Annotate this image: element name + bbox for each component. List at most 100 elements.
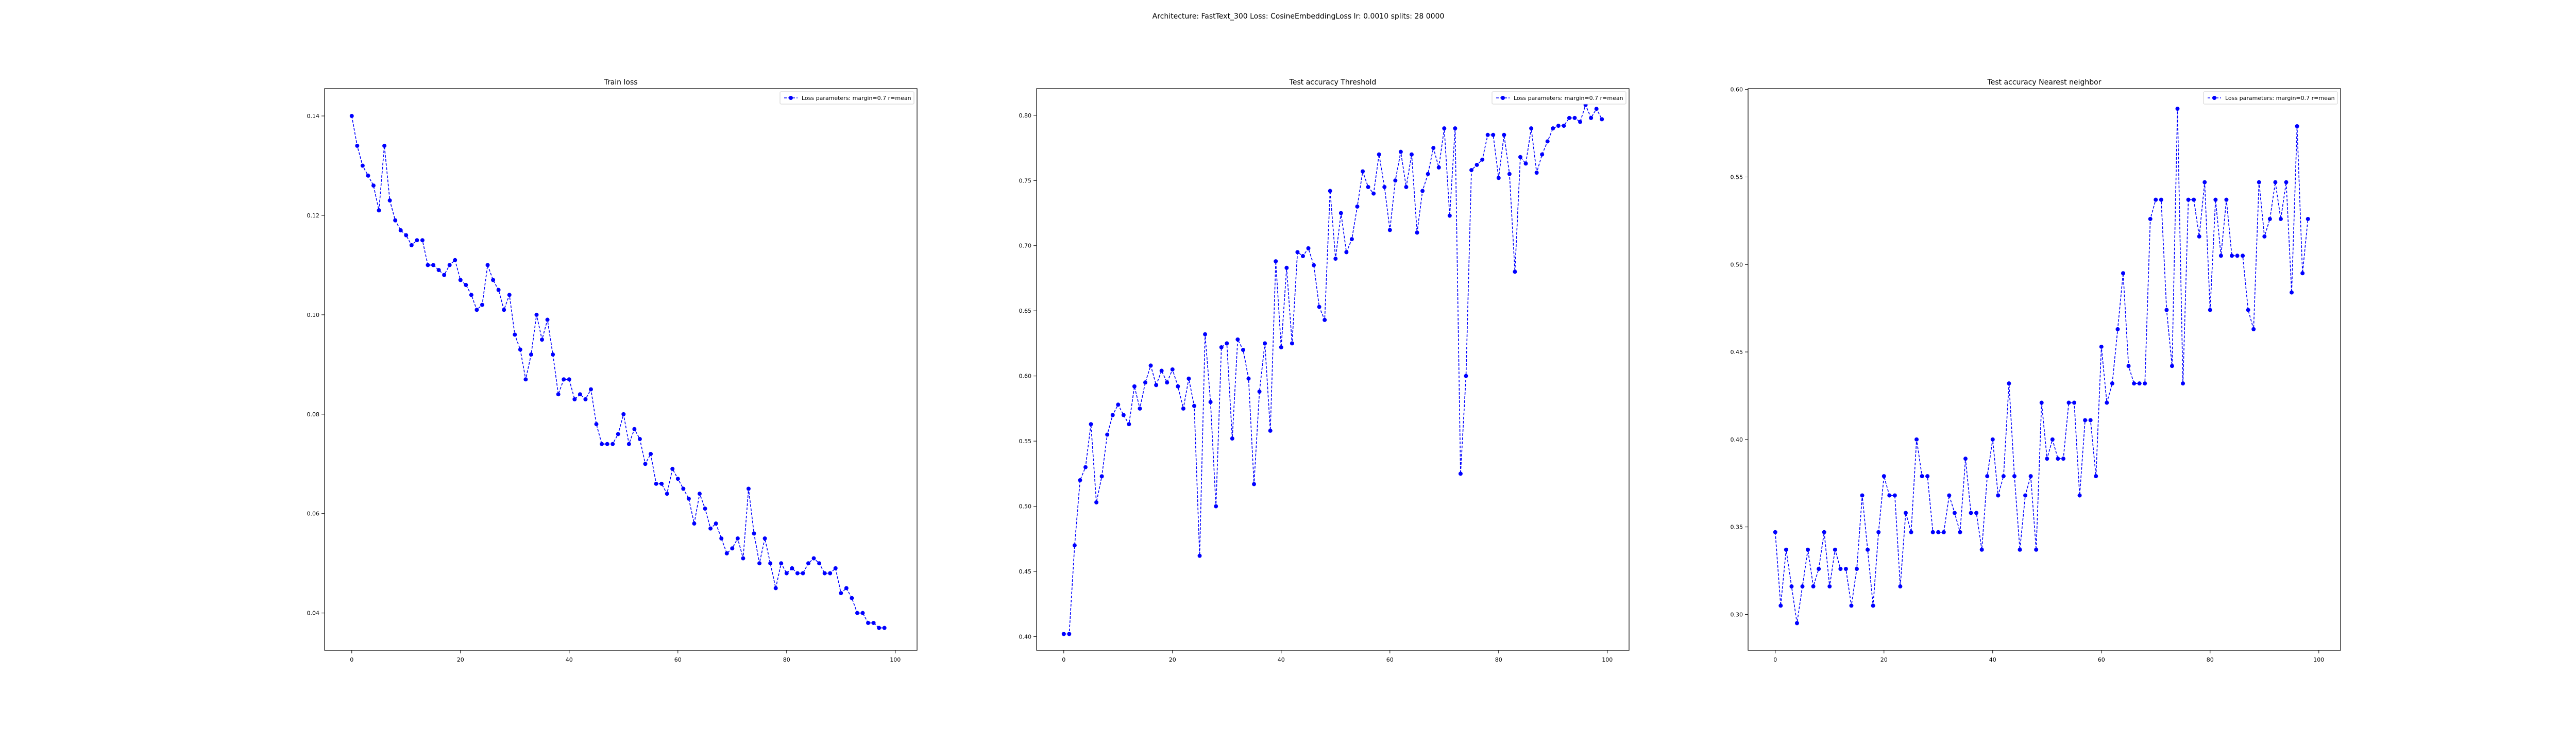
data-point: [513, 332, 517, 337]
data-point: [1936, 530, 1941, 534]
data-point: [1099, 474, 1104, 479]
plot-frame: [1748, 88, 2341, 651]
data-point: [1925, 474, 1930, 479]
data-point: [2088, 418, 2093, 423]
data-point: [1252, 482, 1257, 486]
data-point: [1898, 584, 1903, 589]
data-point: [2105, 400, 2109, 405]
data-point: [2284, 180, 2289, 184]
data-point: [1838, 567, 1843, 571]
data-point: [1197, 553, 1202, 558]
x-tick-label: 100: [890, 656, 901, 663]
data-point: [1154, 383, 1159, 387]
data-point: [1485, 132, 1490, 137]
data-point: [2235, 254, 2240, 258]
data-point: [1594, 107, 1599, 111]
data-point: [1143, 380, 1148, 385]
data-point: [762, 536, 767, 541]
data-point: [1409, 152, 1414, 157]
data-point: [409, 243, 414, 247]
data-point: [426, 263, 430, 267]
data-point: [2295, 124, 2299, 129]
data-point: [523, 377, 528, 382]
data-point: [1148, 363, 1153, 368]
data-point: [1458, 471, 1463, 476]
data-point: [1083, 465, 1088, 469]
data-point: [1420, 189, 1425, 193]
data-point: [1241, 348, 1245, 352]
data-point: [1105, 432, 1110, 437]
data-point: [1952, 511, 1957, 515]
data-point: [1442, 126, 1447, 131]
data-point: [2154, 197, 2158, 202]
y-tick-label: 0.55: [1019, 438, 1032, 445]
data-point: [1377, 152, 1381, 157]
data-point: [1794, 621, 1799, 626]
data-point: [1534, 171, 1539, 175]
data-point: [1333, 257, 1338, 261]
data-point: [2143, 381, 2147, 386]
data-point: [2208, 308, 2212, 312]
data-point: [2099, 344, 2104, 349]
data-point: [686, 496, 691, 501]
data-point: [556, 392, 561, 397]
series-line: [351, 115, 885, 629]
data-point: [1165, 380, 1170, 385]
data-point: [2278, 216, 2283, 221]
data-point: [2110, 381, 2114, 386]
data-point: [839, 591, 843, 596]
y-tick-label: 0.60: [1731, 87, 1743, 93]
data-point: [752, 531, 756, 536]
x-tick-label: 20: [1169, 656, 1176, 663]
data-point: [877, 626, 882, 630]
data-point: [784, 571, 789, 576]
data-point: [611, 442, 615, 446]
data-point: [507, 293, 512, 297]
data-point: [811, 556, 816, 561]
data-point: [1366, 184, 1370, 189]
data-point: [387, 198, 392, 203]
data-point: [817, 561, 822, 566]
data-point: [1469, 168, 1474, 173]
data-point: [2132, 381, 2137, 386]
data-point: [480, 302, 484, 307]
data-point: [1268, 428, 1273, 433]
data-point: [1116, 402, 1121, 407]
data-point: [502, 308, 506, 312]
data-point: [1192, 403, 1196, 408]
data-point: [860, 611, 865, 615]
y-tick-label: 0.70: [1019, 243, 1032, 249]
data-point: [1778, 603, 1783, 608]
y-tick-label: 0.60: [1019, 373, 1032, 380]
x-tick-label: 0: [1062, 656, 1065, 663]
data-point: [2045, 457, 2049, 461]
data-point: [2028, 474, 2033, 479]
data-point: [1773, 530, 1777, 534]
x-tick-label: 0: [350, 656, 353, 663]
data-point: [442, 273, 447, 277]
data-point: [1361, 169, 1365, 174]
data-point: [1279, 345, 1283, 350]
data-point: [2023, 493, 2028, 498]
data-point: [735, 536, 740, 541]
data-point: [2001, 474, 2006, 479]
data-point: [540, 338, 545, 342]
data-point: [1426, 172, 1430, 176]
data-point: [1941, 530, 1946, 534]
data-point: [1089, 422, 1093, 427]
data-point: [491, 278, 496, 282]
y-tick-label: 0.10: [307, 312, 320, 318]
data-point: [371, 183, 376, 188]
data-point: [1578, 120, 1583, 124]
data-point: [1187, 376, 1191, 381]
series-line: [1063, 104, 1602, 635]
data-point: [806, 561, 810, 566]
data-point: [2007, 381, 2011, 386]
data-point: [1990, 437, 1995, 442]
data-point: [447, 263, 452, 267]
data-point: [1562, 124, 1566, 128]
data-point: [420, 238, 425, 243]
data-point: [833, 566, 838, 570]
data-point: [349, 114, 354, 119]
data-point: [1317, 305, 1321, 309]
